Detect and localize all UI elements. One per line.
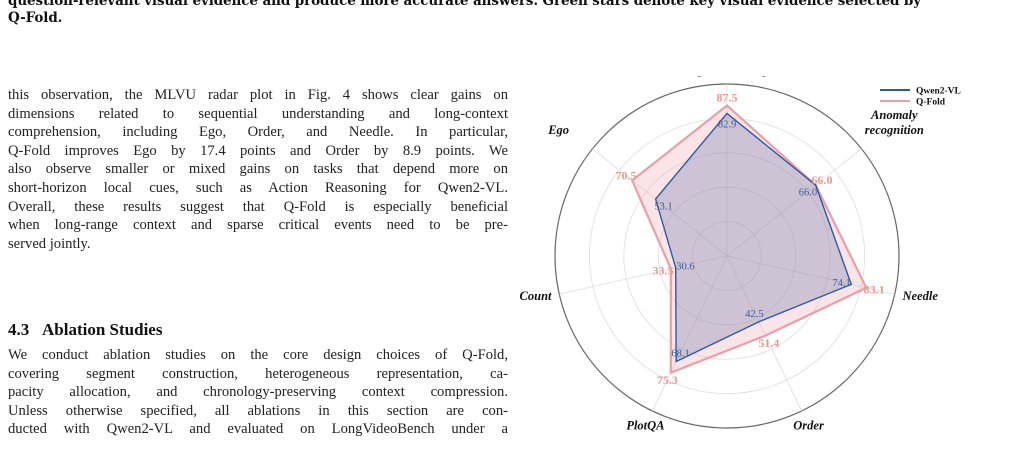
grid-spoke bbox=[726, 255, 802, 412]
data-label: 74.1 bbox=[832, 278, 850, 289]
axis-label: Count bbox=[520, 289, 552, 303]
paragraph-line: dimensions related to sequential underst… bbox=[8, 105, 508, 122]
grid-spoke bbox=[726, 148, 862, 257]
data-label: 30.6 bbox=[676, 261, 694, 272]
axis-label: Order bbox=[793, 418, 824, 432]
data-label: 83.1 bbox=[864, 283, 885, 297]
data-label: 75.3 bbox=[657, 373, 678, 387]
paragraph-line: ducted with Qwen2-VL and evaluated on Lo… bbox=[8, 421, 508, 438]
axis-label: PlotQA bbox=[626, 418, 664, 432]
legend-label: Qwen2-VL bbox=[916, 87, 961, 97]
data-label: 87.5 bbox=[717, 91, 738, 105]
section-paragraph: We conduct ablation studies on the core … bbox=[8, 346, 508, 439]
data-label: 53.1 bbox=[654, 201, 672, 212]
axis-label: Ego bbox=[547, 123, 569, 137]
data-label: 66.0 bbox=[812, 173, 833, 187]
axis-label: Needle bbox=[901, 289, 938, 303]
paragraph-line: also observe smaller or mixed gains on t… bbox=[8, 161, 508, 178]
paragraph-line: Q-Fold improves Ego by 17.4 points and O… bbox=[8, 142, 508, 159]
axis-label: recognition bbox=[865, 123, 924, 137]
body-paragraph: this observation, the MLVU radar plot in… bbox=[8, 86, 508, 253]
series-area-q-fold bbox=[630, 104, 868, 375]
paragraph-line: Overall, these results suggest that Q-Fo… bbox=[8, 198, 508, 215]
caption-line: question-relevant visual evidence and pr… bbox=[8, 0, 922, 9]
section-title: Ablation Studies bbox=[42, 320, 163, 339]
series-area-qwen2-vl bbox=[654, 112, 853, 363]
section-heading: 4.3 Ablation Studies bbox=[8, 320, 162, 340]
section-number: 4.3 bbox=[8, 320, 30, 339]
grid-spoke bbox=[652, 255, 728, 412]
axis-label: Topic reasoning bbox=[686, 76, 769, 77]
paragraph-line: when long-range context and sparse criti… bbox=[8, 217, 508, 234]
figure-caption: question-relevant visual evidence and pr… bbox=[8, 0, 1013, 27]
paragraph-line: covering segment construction, heterogen… bbox=[8, 365, 508, 382]
grid-spoke bbox=[592, 148, 728, 257]
paragraph-line: served jointly. bbox=[8, 235, 91, 252]
paragraph-line: We conduct ablation studies on the core … bbox=[8, 347, 508, 363]
grid-spoke bbox=[559, 255, 728, 295]
data-label: 42.5 bbox=[745, 309, 763, 320]
axis-label: Anomaly bbox=[870, 108, 918, 122]
data-label: 70.5 bbox=[615, 168, 636, 182]
data-label: 66.0 bbox=[799, 187, 817, 198]
paragraph-line: comprehension, including Ego, Order, and… bbox=[8, 124, 508, 141]
caption-line: Q-Fold. bbox=[8, 10, 63, 26]
paragraph-line: this observation, the MLVU radar plot in… bbox=[8, 87, 508, 103]
radar-chart: 82.9 66.0 74.1 42.5 68.1 30.6 53.1 87.5 66.0 83.1… bbox=[520, 63, 961, 432]
data-label: 33.5 bbox=[653, 264, 674, 278]
data-label: 82.9 bbox=[718, 119, 736, 130]
data-label: 68.1 bbox=[671, 349, 689, 360]
radar-figure: 82.9 66.0 74.1 42.5 68.1 30.6 53.1 87.5 66.0 83.1… bbox=[520, 63, 1020, 455]
paragraph-line: pacity allocation, and chronology-preser… bbox=[8, 384, 508, 401]
data-label: 51.4 bbox=[758, 336, 779, 350]
legend-label: Q-Fold bbox=[916, 98, 946, 108]
paragraph-line: short-horizon local cues, such as Action… bbox=[8, 179, 508, 196]
paragraph-line: Unless otherwise specified, all ablation… bbox=[8, 402, 508, 419]
